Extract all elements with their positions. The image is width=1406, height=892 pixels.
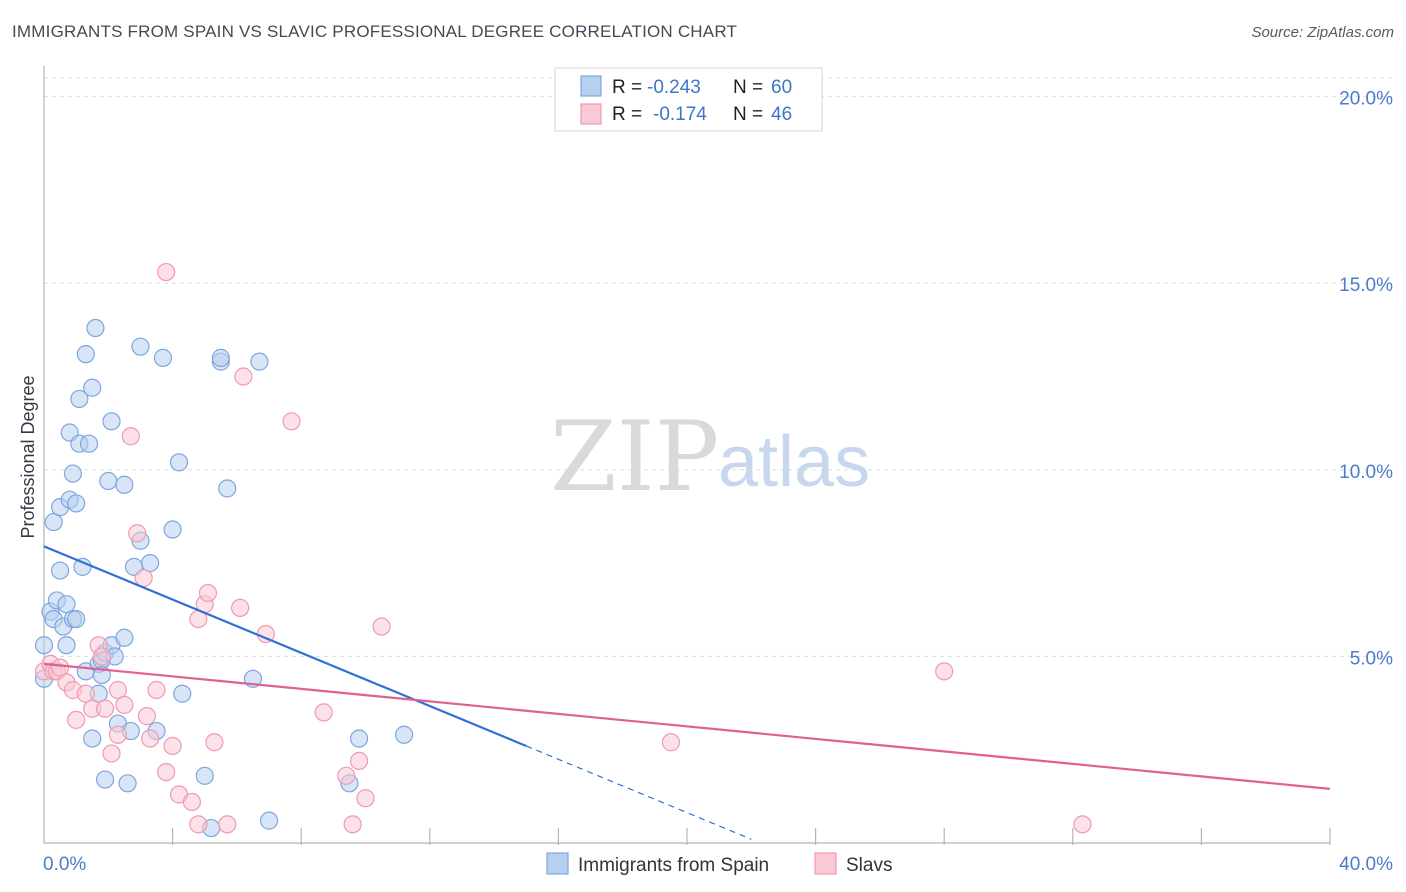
point-slavs <box>189 815 208 834</box>
grid-lines <box>44 77 1395 657</box>
legend-r-value-spain: -0.243 <box>647 77 701 98</box>
point-spain <box>79 434 99 453</box>
legend-swatch-slavs <box>580 103 602 125</box>
watermark-zip: ZIP <box>550 401 719 513</box>
point-spain <box>118 774 137 793</box>
point-slavs <box>234 367 253 386</box>
trend-line-slavs <box>43 662 1331 790</box>
point-slavs <box>1073 815 1092 834</box>
point-spain <box>349 729 369 748</box>
point-slavs <box>137 707 156 726</box>
point-slavs <box>343 815 362 834</box>
y-tick-label: 15.0% <box>1339 275 1393 296</box>
chart-title: IMMIGRANTS FROM SPAIN VS SLAVIC PROFESSI… <box>12 22 738 41</box>
point-slavs <box>282 412 301 431</box>
point-spain <box>63 464 83 483</box>
point-spain <box>83 378 102 397</box>
correlation-legend: R = -0.243 N = 60 R = -0.174 N = 46 <box>554 67 823 132</box>
source-label: Source: ZipAtlas.com <box>1251 24 1394 41</box>
point-spain <box>394 725 414 744</box>
y-tick-label: 20.0% <box>1339 89 1393 110</box>
trend-line-spain <box>43 545 527 747</box>
trend-lines <box>43 545 1331 840</box>
point-slavs <box>314 703 333 722</box>
point-spain <box>34 636 54 655</box>
point-slavs <box>157 262 176 282</box>
bottom-legend-swatch-slavs <box>814 852 837 875</box>
legend-swatch-spain <box>580 75 602 97</box>
point-slavs <box>218 815 237 834</box>
point-spain <box>211 348 230 367</box>
y-tick-label: 10.0% <box>1339 462 1393 483</box>
y-tick-labels: 5.0% 10.0% 15.0% 20.0% <box>1339 89 1393 670</box>
legend-n-label-spain: N = <box>733 77 763 98</box>
legend-n-label-slavs: N = <box>733 104 763 125</box>
x-tick-label: 0.0% <box>43 854 86 875</box>
y-axis-label: Professional Degree <box>18 375 38 538</box>
point-spain <box>67 494 86 513</box>
legend-r-label-slavs: R = <box>612 104 642 125</box>
point-spain <box>218 479 237 498</box>
point-spain <box>250 352 269 371</box>
point-slavs <box>337 766 356 785</box>
point-slavs <box>67 710 86 729</box>
trend-line-spain-extrapolated <box>526 745 752 840</box>
point-slavs <box>163 736 182 756</box>
x-tick-label: 40.0% <box>1339 854 1393 875</box>
point-slavs <box>92 647 111 666</box>
point-slavs <box>102 744 121 763</box>
bottom-legend-label-slavs: Slavs <box>846 855 892 876</box>
point-slavs <box>147 680 166 700</box>
series-legend: Immigrants from Spain Slavs <box>546 852 892 876</box>
legend-n-value-spain: 60 <box>771 77 792 98</box>
point-slavs <box>95 699 115 718</box>
point-spain <box>195 766 214 785</box>
point-spain <box>99 471 118 491</box>
point-spain <box>153 348 173 367</box>
point-slavs <box>231 598 250 618</box>
point-slavs <box>128 524 147 543</box>
point-slavs <box>182 792 201 812</box>
data-points <box>34 262 1092 838</box>
x-tick-labels: 0.0% 40.0% <box>43 854 1393 875</box>
point-slavs <box>157 762 176 782</box>
bottom-legend-swatch-spain <box>546 852 569 875</box>
point-slavs <box>349 751 369 771</box>
point-spain <box>173 684 192 703</box>
point-slavs <box>356 789 375 808</box>
point-spain <box>131 337 150 356</box>
point-slavs <box>140 729 160 748</box>
point-slavs <box>121 427 140 446</box>
point-slavs <box>115 695 134 715</box>
point-slavs <box>935 662 954 681</box>
point-spain <box>115 475 134 494</box>
point-spain <box>86 318 105 338</box>
point-spain <box>50 561 70 580</box>
legend-r-value-slavs: -0.174 <box>653 104 707 125</box>
point-spain <box>70 389 89 409</box>
point-spain <box>83 729 102 748</box>
point-spain <box>67 609 86 629</box>
point-spain <box>169 453 189 472</box>
point-spain <box>259 811 279 830</box>
point-spain <box>76 345 95 364</box>
bottom-legend-label-spain: Immigrants from Spain <box>578 855 769 876</box>
y-tick-label: 5.0% <box>1350 648 1393 669</box>
point-slavs <box>108 725 128 744</box>
point-spain <box>163 520 182 539</box>
legend-n-value-slavs: 46 <box>771 104 792 125</box>
point-slavs <box>661 733 681 752</box>
point-spain <box>102 412 121 431</box>
watermark-atlas: atlas <box>718 422 870 502</box>
point-spain <box>57 636 76 655</box>
axes <box>43 66 1331 845</box>
point-spain <box>95 770 115 789</box>
point-slavs <box>372 617 391 636</box>
legend-r-label-spain: R = <box>612 77 642 98</box>
point-spain <box>115 628 134 647</box>
point-slavs <box>198 583 218 603</box>
point-slavs <box>205 733 224 752</box>
